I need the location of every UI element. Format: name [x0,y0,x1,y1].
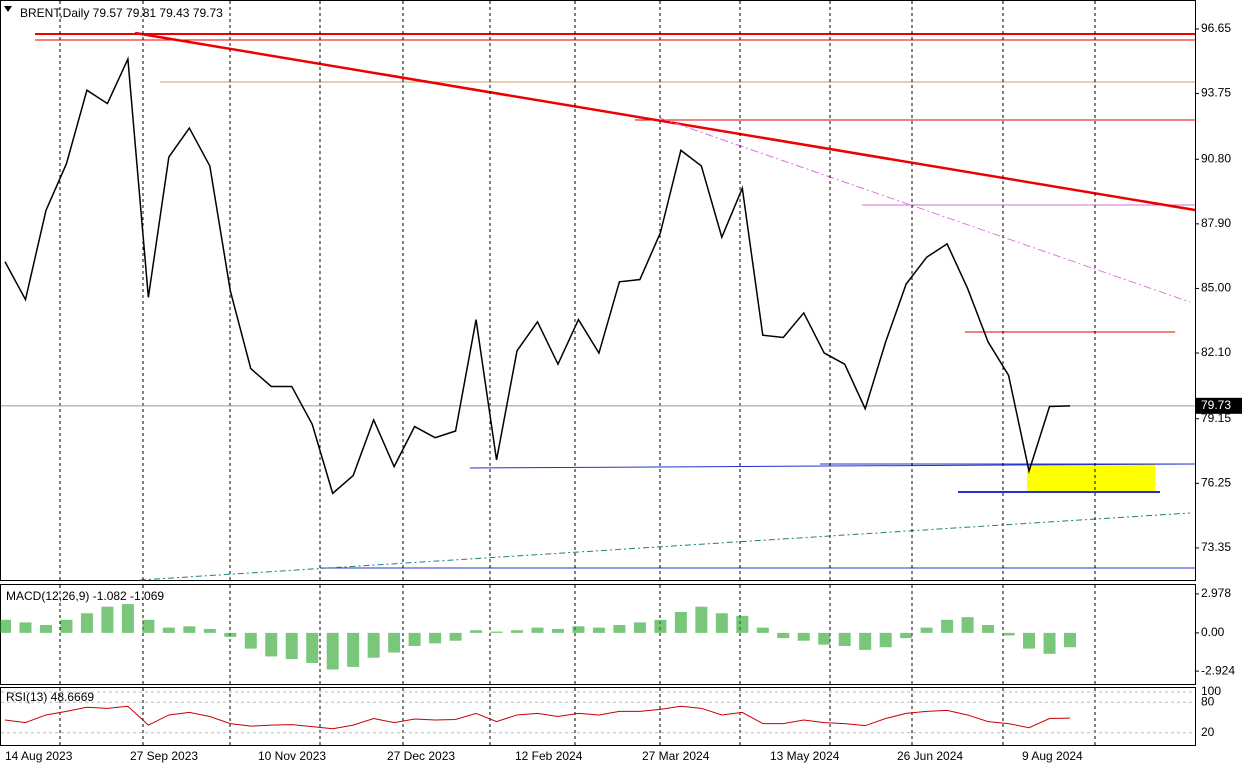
macd-bar [613,625,626,633]
x-tick-label: 27 Sep 2023 [130,749,198,763]
menu-arrow[interactable] [4,6,12,12]
macd-bar [121,604,134,633]
macd-bar [39,625,52,633]
rsi-line [4,705,1071,730]
macd-bar [531,627,544,633]
x-tick-label: 14 Aug 2023 [5,749,73,763]
y-tick-label: 85.00 [1201,281,1231,295]
y-tick-label: 73.35 [1201,540,1231,554]
y-tick-label: 93.75 [1201,86,1231,100]
macd-bar [633,622,646,633]
macd-bar [551,628,564,633]
rsi-label: RSI(13) 48.6669 [6,690,94,704]
y-tick-label: 79.15 [1201,411,1231,425]
macd-bar [19,622,32,633]
y-tick-label: 96.65 [1201,21,1231,35]
macd-bar [572,626,585,633]
y-tick-label: 20 [1201,725,1215,739]
macd-bar [1023,632,1036,649]
macd-bar [224,632,237,637]
macd-bar [695,606,708,633]
macd-bar [756,627,769,633]
macd-bar [736,615,749,633]
macd-bar [60,619,73,633]
macd-bar [511,630,524,633]
y-tick-label: -2.924 [1201,663,1235,677]
trend-line [659,117,1191,303]
macd-bar [961,617,974,633]
macd-bar [347,632,360,667]
x-tick-label: 13 May 2024 [770,749,840,763]
price-line [4,56,1071,495]
support-zone [1027,464,1155,491]
macd-bar [0,619,11,633]
macd-bar [1002,632,1015,636]
macd-bar [490,631,503,633]
y-tick-label: 100 [1201,684,1221,698]
macd-bar [142,619,155,633]
macd-bar [429,632,442,644]
macd-bar [777,632,790,639]
macd-bar [101,606,114,633]
x-tick-label: 9 Aug 2024 [1022,749,1083,763]
macd-bar [592,627,605,633]
x-tick-label: 26 Jun 2024 [897,749,963,763]
macd-bar [674,611,687,633]
y-tick-label: 90.80 [1201,151,1231,165]
y-tick-label: 76.25 [1201,476,1231,490]
macd-bar [80,613,93,633]
macd-bar [306,632,319,663]
x-tick-label: 27 Dec 2023 [387,749,455,763]
macd-bar [326,632,339,670]
macd-bar [879,632,892,648]
support-line [469,463,1196,469]
macd-bar [900,632,913,639]
macd-bar [982,625,995,633]
x-tick-label: 27 Mar 2024 [642,749,710,763]
macd-bar [715,613,728,633]
current-price-label: 79.73 [1201,398,1231,412]
y-tick-label: 2.978 [1201,586,1231,600]
y-tick-label: 82.10 [1201,345,1231,359]
macd-bar [470,630,483,633]
macd-bar [408,632,421,646]
chart-title: BRENT,Daily 79.57 79.81 79.43 79.73 [20,6,223,20]
y-tick-label: 80 [1201,694,1215,708]
trend-line [134,31,1196,212]
macd-label: MACD(12,26,9) -1.082 -1.069 [6,589,164,603]
macd-bar [920,627,933,633]
x-tick-label: 12 Feb 2024 [515,749,583,763]
macd-bar [285,632,298,660]
macd-bar [183,626,196,633]
rsi-panel [0,687,1196,746]
macd-bar [654,619,667,633]
macd-bar [162,627,175,633]
macd-bar [1064,632,1076,648]
macd-bar [838,632,851,646]
macd-bar [859,632,872,650]
macd-bar [367,632,380,658]
macd-bar [265,632,278,657]
macd-panel [0,584,1196,685]
macd-bar [244,632,257,649]
current-price-box [1196,397,1242,414]
macd-bar [941,619,954,633]
y-tick-label: 0.00 [1201,625,1225,639]
main-panel [0,0,1196,581]
macd-bar [449,632,462,641]
x-tick-label: 10 Nov 2023 [258,749,326,763]
macd-bar [797,632,810,641]
macd-bar [818,632,831,645]
macd-bar [388,632,401,653]
y-tick-label: 87.90 [1201,216,1231,230]
macd-bar [203,628,216,633]
macd-bar [1043,632,1056,654]
